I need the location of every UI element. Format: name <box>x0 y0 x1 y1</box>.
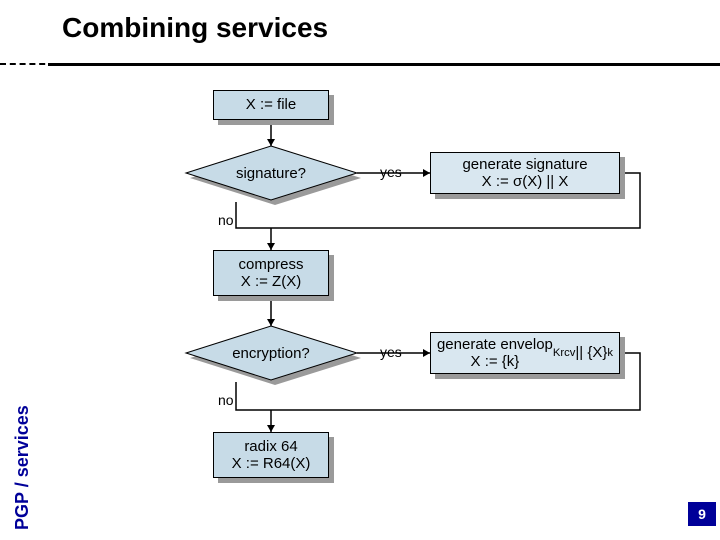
arrow-8 <box>236 382 271 410</box>
sidebar-label: PGP / services <box>12 405 33 530</box>
edge-label-no2: no <box>218 392 234 408</box>
arrowhead-9 <box>267 425 275 432</box>
arrowhead-6 <box>423 349 430 357</box>
flow-arrows <box>0 0 720 540</box>
title-rule-dashed <box>0 63 55 65</box>
page-number: 9 <box>688 502 716 526</box>
node-compress: compressX := Z(X) <box>213 250 329 296</box>
edge-label-yes2: yes <box>380 344 402 360</box>
edge-label-yes1: yes <box>380 164 402 180</box>
node-genSig: generate signatureX := σ(X) || X <box>430 152 620 194</box>
node-sigQ <box>184 145 363 206</box>
edge-label-no1: no <box>218 212 234 228</box>
node-genEnv: generate envelopX := {k}Krcv || {X}k <box>430 332 620 374</box>
node-encQ <box>184 325 363 386</box>
title-rule-solid <box>48 63 720 66</box>
slide: { "title": { "text": "Combining services… <box>0 0 720 540</box>
page-title: Combining services <box>62 12 328 44</box>
arrowhead-4 <box>267 243 275 250</box>
arrowhead-1 <box>423 169 430 177</box>
node-start: X := file <box>213 90 329 120</box>
node-radix: radix 64X := R64(X) <box>213 432 329 478</box>
